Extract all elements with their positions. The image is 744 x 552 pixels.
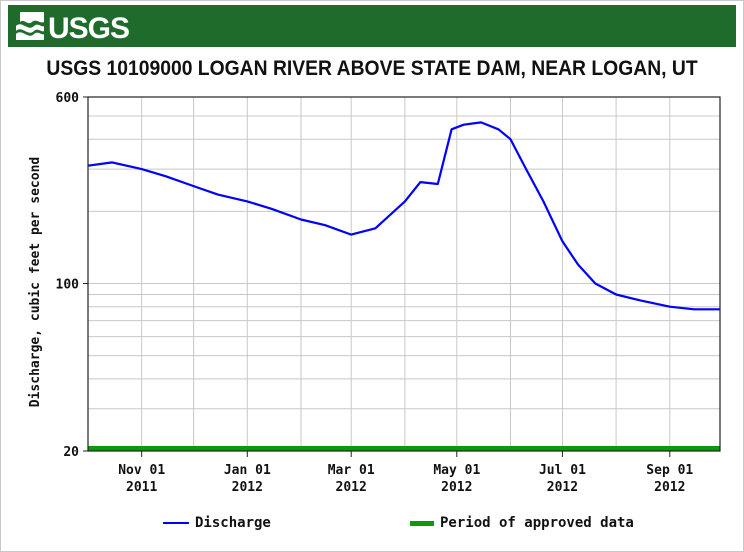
x-tick-year: 2012 xyxy=(547,480,578,495)
y-tick-label: 20 xyxy=(63,445,79,460)
x-axis-ticks: Nov 01 2011 Jan 01 2012 Mar 01 2012 May 01 2012… xyxy=(118,451,693,495)
x-tick-year: 2012 xyxy=(654,480,685,495)
x-tick-month: Mar 01 xyxy=(328,463,375,478)
y-axis-ticks: 600 100 20 xyxy=(56,91,88,460)
plot-area xyxy=(87,96,721,452)
x-tick-year: 2012 xyxy=(232,480,263,495)
approved-period-bar xyxy=(88,446,720,451)
legend-approved-label: Period of approved data xyxy=(440,515,634,531)
y-tick-label: 100 xyxy=(56,277,80,292)
x-tick-month: Nov 01 xyxy=(118,463,165,478)
y-axis-label: Discharge, cubic feet per second xyxy=(28,157,43,407)
usgs-logo: USGS xyxy=(16,12,130,45)
chart-title: USGS 10109000 LOGAN RIVER ABOVE STATE DA… xyxy=(46,57,698,80)
legend-discharge-label: Discharge xyxy=(195,515,271,531)
discharge-line xyxy=(87,121,720,311)
x-tick-month: Jan 01 xyxy=(224,463,271,478)
legend-approved: Period of approved data xyxy=(410,515,634,531)
plot-background xyxy=(88,97,720,451)
legend-discharge: Discharge xyxy=(163,515,271,531)
x-tick-month: Jul 01 xyxy=(539,463,586,478)
y-tick-label: 600 xyxy=(56,91,80,106)
x-tick-month: Sep 01 xyxy=(646,463,693,478)
x-tick-year: 2012 xyxy=(441,480,472,495)
usgs-banner xyxy=(8,5,736,47)
plot-border xyxy=(87,96,721,452)
x-tick-year: 2012 xyxy=(336,480,367,495)
usgs-logo-text: USGS xyxy=(48,12,129,45)
grid-lines xyxy=(88,96,720,451)
legend-approved-swatch xyxy=(410,520,434,526)
x-tick-year: 2011 xyxy=(126,480,157,495)
discharge-chart: 600 100 20 Nov 01 2011 Jan 01 2012 Mar 01 2012 M… xyxy=(28,91,721,495)
legend-discharge-swatch xyxy=(163,522,189,524)
x-tick-month: May 01 xyxy=(433,463,480,478)
